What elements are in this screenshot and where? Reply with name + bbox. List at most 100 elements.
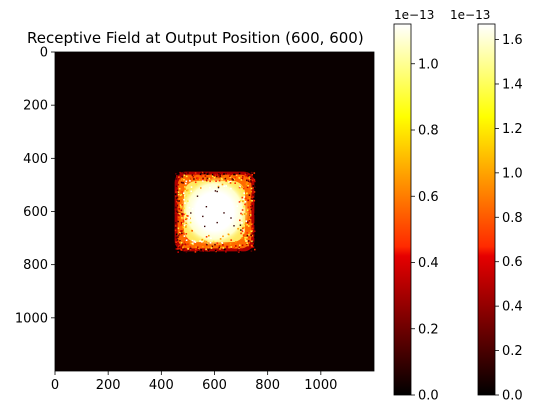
noise-pixel	[225, 251, 227, 253]
noise-pixel	[194, 241, 197, 243]
colorbar-2-tick-label: 0.4	[502, 300, 523, 315]
noise-pixel	[177, 251, 179, 253]
noise-pixel	[242, 189, 244, 192]
noise-pixel	[174, 245, 177, 248]
noise-pixel	[181, 197, 183, 199]
noise-pixel	[248, 240, 250, 242]
noise-pixel	[175, 238, 177, 241]
noise-pixel	[208, 234, 210, 237]
noise-pixel	[226, 172, 229, 175]
noise-pixel	[225, 185, 227, 187]
noise-pixel	[248, 197, 251, 200]
noise-pixel	[239, 185, 241, 188]
noise-pixel	[235, 241, 237, 243]
noise-pixel	[180, 209, 183, 212]
x-axis: 0 200 400 600 800 1000	[51, 371, 337, 393]
noise-pixel	[185, 226, 187, 228]
noise-pixel	[221, 178, 223, 181]
noise-pixel	[250, 217, 252, 219]
noise-pixel	[253, 191, 256, 193]
noise-pixel	[240, 229, 242, 231]
noise-pixel	[205, 240, 208, 243]
noise-pixel	[247, 180, 250, 182]
noise-pixel	[202, 250, 205, 252]
noise-pixel	[181, 244, 184, 246]
noise-pixel	[181, 204, 183, 206]
noise-pixel	[177, 191, 180, 194]
noise-pixel	[182, 171, 185, 174]
noise-pixel	[250, 246, 253, 249]
noise-pixel	[199, 172, 201, 174]
noise-pixel	[239, 224, 242, 226]
noise-pixel	[217, 186, 220, 189]
noise-pixel	[188, 192, 190, 195]
noise-pixel	[179, 241, 181, 243]
noise-pixel	[184, 186, 186, 188]
noise-pixel	[218, 176, 220, 178]
noise-pixel	[250, 190, 253, 193]
noise-pixel	[248, 232, 251, 234]
noise-pixel	[177, 240, 179, 242]
noise-pixel	[230, 187, 232, 190]
noise-pixel	[216, 175, 218, 178]
noise-pixel	[176, 239, 179, 242]
noise-pixel	[245, 193, 247, 195]
noise-pixel	[206, 173, 209, 175]
noise-pixel	[253, 179, 256, 181]
noise-pixel	[200, 187, 202, 189]
noise-pixel	[250, 198, 253, 200]
noise-pixel	[176, 210, 178, 213]
noise-pixel	[178, 208, 180, 210]
colorbar-2-tick-label: 0.8	[502, 211, 523, 226]
noise-pixel	[214, 249, 217, 252]
colorbar-2-gradient	[477, 23, 496, 396]
noise-pixel	[248, 194, 251, 196]
noise-pixel	[215, 250, 217, 253]
noise-pixel	[224, 177, 227, 180]
noise-pixel	[174, 208, 177, 211]
noise-pixel	[177, 227, 180, 230]
noise-pixel	[177, 250, 180, 252]
noise-pixel	[218, 247, 221, 249]
noise-pixel	[175, 173, 177, 175]
noise-pixel	[233, 173, 235, 176]
noise-pixel	[246, 179, 248, 182]
noise-pixel	[187, 190, 190, 192]
noise-pixel	[223, 176, 226, 179]
noise-pixel	[187, 248, 189, 250]
noise-pixel	[182, 249, 184, 251]
noise-pixel	[182, 222, 184, 225]
noise-pixel	[247, 206, 250, 209]
noise-pixel	[181, 207, 183, 210]
noise-pixel	[229, 182, 232, 184]
noise-pixel	[178, 198, 181, 200]
noise-pixel	[202, 180, 204, 182]
noise-pixel	[208, 248, 211, 251]
noise-pixel	[252, 246, 255, 248]
noise-pixel	[242, 200, 244, 203]
noise-pixel	[190, 242, 193, 245]
noise-pixel	[206, 177, 209, 180]
noise-pixel	[246, 192, 248, 195]
noise-pixel	[187, 172, 189, 174]
noise-pixel	[245, 213, 247, 215]
noise-pixel	[251, 234, 254, 237]
noise-pixel	[248, 177, 251, 180]
noise-pixel	[252, 241, 255, 243]
noise-pixel	[218, 179, 221, 182]
noise-pixel	[230, 217, 232, 219]
y-tick-label: 200	[23, 99, 48, 114]
noise-pixel	[183, 213, 185, 216]
noise-pixel	[181, 191, 183, 193]
noise-pixel	[221, 171, 223, 174]
noise-pixel	[195, 183, 198, 186]
noise-pixel	[194, 251, 197, 253]
noise-pixel	[209, 248, 212, 251]
y-tick-label: 1000	[15, 311, 48, 326]
noise-pixel	[247, 178, 250, 181]
noise-pixel	[250, 208, 253, 211]
noise-pixel	[191, 242, 194, 245]
noise-pixel	[220, 177, 223, 180]
noise-pixel	[253, 177, 255, 180]
